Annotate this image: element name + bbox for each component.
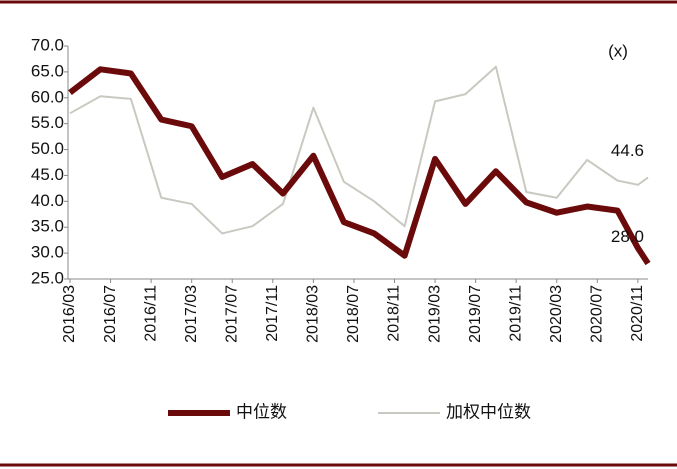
x-tick-label: 2017/11 xyxy=(264,285,281,342)
y-tick-label: 65.0 xyxy=(31,61,64,80)
x-tick-label: 2017/07 xyxy=(223,285,240,343)
unit-label: (x) xyxy=(608,41,628,60)
x-tick-label: 2019/11 xyxy=(507,285,524,342)
y-tick-label: 60.0 xyxy=(31,87,64,106)
series-line xyxy=(69,65,649,235)
y-tick-label: 50.0 xyxy=(31,139,64,158)
value-label: 28.0 xyxy=(611,227,644,246)
y-tick-label: 35.0 xyxy=(31,217,64,236)
x-tick-label: 2017/03 xyxy=(183,285,200,343)
legend-label: 中位数 xyxy=(236,402,287,421)
x-tick-label: 2016/11 xyxy=(142,285,159,342)
x-tick-label: 2020/07 xyxy=(589,285,606,343)
y-tick-label: 55.0 xyxy=(31,113,64,132)
x-tick-label: 2018/11 xyxy=(386,285,403,342)
x-tick-label: 2019/03 xyxy=(426,285,443,343)
value-label: 44.6 xyxy=(611,141,644,160)
legend-label: 加权中位数 xyxy=(446,402,531,421)
y-tick-label: 25.0 xyxy=(31,268,64,287)
series-line xyxy=(68,66,651,266)
y-tick-label: 70.0 xyxy=(31,35,64,54)
x-tick-label: 2016/03 xyxy=(61,285,78,343)
x-tick-label: 2020/11 xyxy=(629,285,646,342)
y-tick-label: 30.0 xyxy=(31,243,64,262)
x-tick-label: 2018/07 xyxy=(345,285,362,343)
x-tick-label: 2019/07 xyxy=(467,285,484,343)
x-tick-label: 2018/03 xyxy=(305,285,322,343)
x-tick-label: 2016/07 xyxy=(102,285,119,343)
y-tick-label: 40.0 xyxy=(31,191,64,210)
x-tick-label: 2020/03 xyxy=(548,285,565,343)
y-tick-label: 45.0 xyxy=(31,165,64,184)
